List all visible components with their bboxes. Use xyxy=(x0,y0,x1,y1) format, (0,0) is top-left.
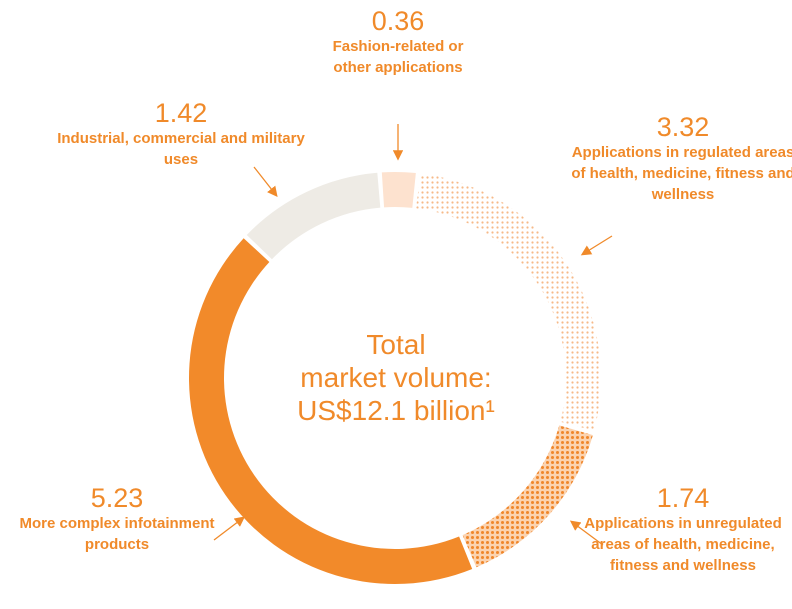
value-label: 1.74 xyxy=(656,483,710,513)
category-label: Industrial, commercial and military uses xyxy=(57,130,305,168)
segment-label: 1.42 Industrial, commercial and military … xyxy=(51,98,311,170)
value-label: 0.36 xyxy=(371,6,425,36)
category-label: More complex infotainment products xyxy=(19,515,215,553)
arrow xyxy=(253,166,278,198)
value-label: 3.32 xyxy=(656,112,710,142)
center-text: Total market volume: US$12.1 billion¹ xyxy=(246,328,546,427)
donut-segment xyxy=(189,238,473,585)
donut-segment xyxy=(416,173,601,431)
segment-label: 5.23 More complex infotainment products xyxy=(12,483,222,555)
arrow xyxy=(580,235,613,256)
donut-segment xyxy=(246,172,381,260)
arrow xyxy=(213,516,246,541)
category-label: Applications in unregulated areas of hea… xyxy=(584,515,782,574)
arrows xyxy=(213,124,613,546)
category-label: Fashion-related or other applications xyxy=(332,38,464,76)
center-line: US$12.1 billion¹ xyxy=(297,395,495,426)
segment-label: 1.74 Applications in unregulated areas of… xyxy=(566,483,792,576)
value-label: 5.23 xyxy=(90,483,144,513)
category-label: Applications in regulated areas of healt… xyxy=(571,144,792,203)
segment-label: 0.36 Fashion-related or other application… xyxy=(318,6,478,78)
donut-segment xyxy=(381,172,416,208)
center-line: market volume: xyxy=(300,362,492,393)
segment-label: 3.32 Applications in regulated areas of h… xyxy=(566,112,792,205)
value-label: 1.42 xyxy=(154,98,208,128)
arrow xyxy=(569,520,604,546)
center-line: Total xyxy=(366,329,426,360)
donut-segment xyxy=(462,425,593,568)
